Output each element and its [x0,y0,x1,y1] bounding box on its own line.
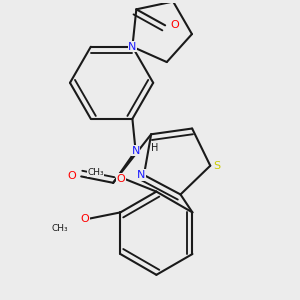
Text: O: O [117,174,126,184]
Text: O: O [67,171,76,182]
Text: CH₃: CH₃ [87,168,104,177]
Text: N: N [131,146,140,156]
Text: N: N [128,42,136,52]
Text: O: O [170,20,179,30]
Text: CH₃: CH₃ [51,224,68,233]
Text: S: S [213,161,220,171]
Text: H: H [151,142,158,153]
Text: N: N [136,170,145,180]
Text: O: O [81,214,89,224]
